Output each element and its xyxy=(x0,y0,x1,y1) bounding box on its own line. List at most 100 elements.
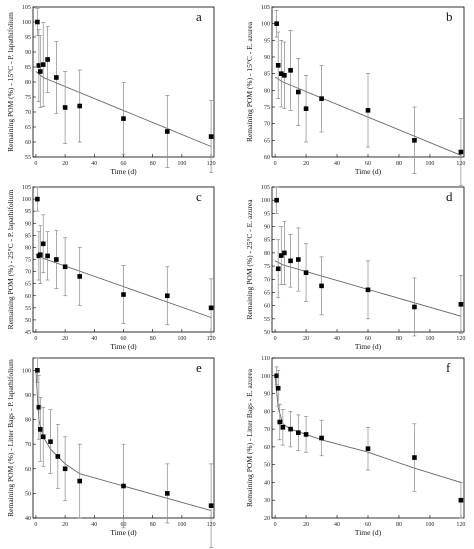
data-point xyxy=(288,258,293,264)
x-tick-label: 40 xyxy=(91,522,97,528)
data-point xyxy=(296,257,301,262)
data-point xyxy=(208,503,214,508)
y-tick-label: 95 xyxy=(264,38,270,44)
y-tick-label: 80 xyxy=(25,418,31,424)
y-tick-label: 80 xyxy=(25,245,31,251)
data-point xyxy=(319,283,324,289)
data-point xyxy=(164,293,170,299)
y-tick-label: 50 xyxy=(264,463,270,469)
data-point xyxy=(288,426,293,432)
y-tick-label: 90 xyxy=(25,393,31,399)
x-tick-label: 120 xyxy=(456,522,465,528)
y-axis-title: Remaining POM (%) - 25°C - E. azurea xyxy=(245,199,254,320)
y-tick-label: 20 xyxy=(264,516,270,522)
data-point xyxy=(280,425,286,430)
data-point xyxy=(37,69,43,74)
data-point xyxy=(62,466,68,472)
data-point xyxy=(274,373,279,379)
x-axis-title: Time (d) xyxy=(355,528,382,537)
x-tick-label: 20 xyxy=(303,161,309,167)
data-point xyxy=(208,305,214,311)
y-tick-label: 75 xyxy=(25,95,31,101)
data-point xyxy=(412,138,417,143)
y-tick-label: 105 xyxy=(22,5,31,11)
y-axis-title: Remaining POM (%) - 15°C - E. azurea xyxy=(245,21,254,142)
data-point xyxy=(121,116,126,121)
data-point xyxy=(45,253,50,259)
y-tick-label: 70 xyxy=(264,427,270,433)
y-tick-label: 70 xyxy=(25,110,31,116)
data-point xyxy=(296,430,301,435)
data-point xyxy=(62,264,68,270)
y-tick-label: 75 xyxy=(264,264,270,270)
x-axis-title: Time (d) xyxy=(355,167,382,176)
y-tick-label: 80 xyxy=(25,80,31,86)
y-tick-label: 90 xyxy=(264,225,270,231)
data-point xyxy=(54,257,59,262)
y-tick-label: 70 xyxy=(25,270,31,276)
x-tick-label: 0 xyxy=(274,336,277,342)
x-tick-label: 80 xyxy=(150,161,156,167)
y-tick-label: 100 xyxy=(22,368,31,374)
data-point xyxy=(274,197,279,203)
y-tick-label: 100 xyxy=(22,20,31,26)
y-tick-label: 45 xyxy=(25,330,31,336)
x-axis-title: Time (d) xyxy=(355,342,382,351)
x-tick-label: 100 xyxy=(177,161,186,167)
y-tick-label: 95 xyxy=(264,211,270,217)
data-point xyxy=(458,497,464,503)
x-tick-label: 100 xyxy=(177,522,186,528)
y-tick-label: 105 xyxy=(261,5,270,11)
data-point xyxy=(40,62,46,67)
x-tick-label: 20 xyxy=(303,522,309,528)
x-tick-label: 20 xyxy=(303,336,309,342)
y-tick-label: 100 xyxy=(261,22,270,28)
data-point xyxy=(121,483,126,489)
data-point xyxy=(40,241,46,247)
y-tick-label: 70 xyxy=(264,122,270,128)
data-point xyxy=(365,108,371,113)
x-tick-label: 80 xyxy=(396,336,402,342)
y-tick-label: 60 xyxy=(264,155,270,161)
y-tick-label: 90 xyxy=(25,50,31,56)
y-tick-label: 55 xyxy=(25,155,31,161)
chart-panel-f: 20 30 40 50 60 70 80 90 100 110 0 20 40 60 80 100 120 Tim… xyxy=(245,356,465,537)
y-tick-label: 85 xyxy=(25,233,31,239)
y-tick-label: 55 xyxy=(264,317,270,323)
fit-line xyxy=(274,76,462,156)
panel-label: f xyxy=(446,360,451,375)
data-point xyxy=(121,292,126,297)
x-tick-label: 100 xyxy=(425,336,434,342)
x-tick-label: 80 xyxy=(396,522,402,528)
data-point xyxy=(278,253,284,258)
panel-label: e xyxy=(196,360,202,375)
data-point xyxy=(319,96,324,101)
x-tick-label: 100 xyxy=(425,161,434,167)
x-tick-label: 20 xyxy=(62,161,68,167)
x-tick-label: 60 xyxy=(121,161,127,167)
y-tick-label: 40 xyxy=(264,480,270,486)
y-tick-label: 30 xyxy=(264,498,270,504)
x-tick-label: 60 xyxy=(365,522,371,528)
x-tick-label: 0 xyxy=(274,161,277,167)
data-point xyxy=(77,478,83,484)
x-axis-title: Time (d) xyxy=(110,167,137,176)
y-axis-title: Remaining POM (%) - Litter Bags - P. lap… xyxy=(6,359,15,517)
fit-line xyxy=(274,260,462,317)
y-tick-label: 95 xyxy=(25,35,31,41)
y-tick-label: 50 xyxy=(25,491,31,497)
panel-label: b xyxy=(446,9,453,24)
panel-label: c xyxy=(196,189,202,204)
x-tick-label: 80 xyxy=(150,522,156,528)
x-axis-title: Time (d) xyxy=(110,342,137,351)
data-point xyxy=(458,149,464,155)
y-axis-title: Remaining POM (%) - 15°C - P. lapathifol… xyxy=(6,12,15,152)
x-tick-label: 40 xyxy=(91,161,97,167)
data-point xyxy=(164,129,170,134)
x-tick-label: 0 xyxy=(274,522,277,528)
y-tick-label: 50 xyxy=(25,318,31,324)
x-axis-title: Time (d) xyxy=(110,528,137,537)
